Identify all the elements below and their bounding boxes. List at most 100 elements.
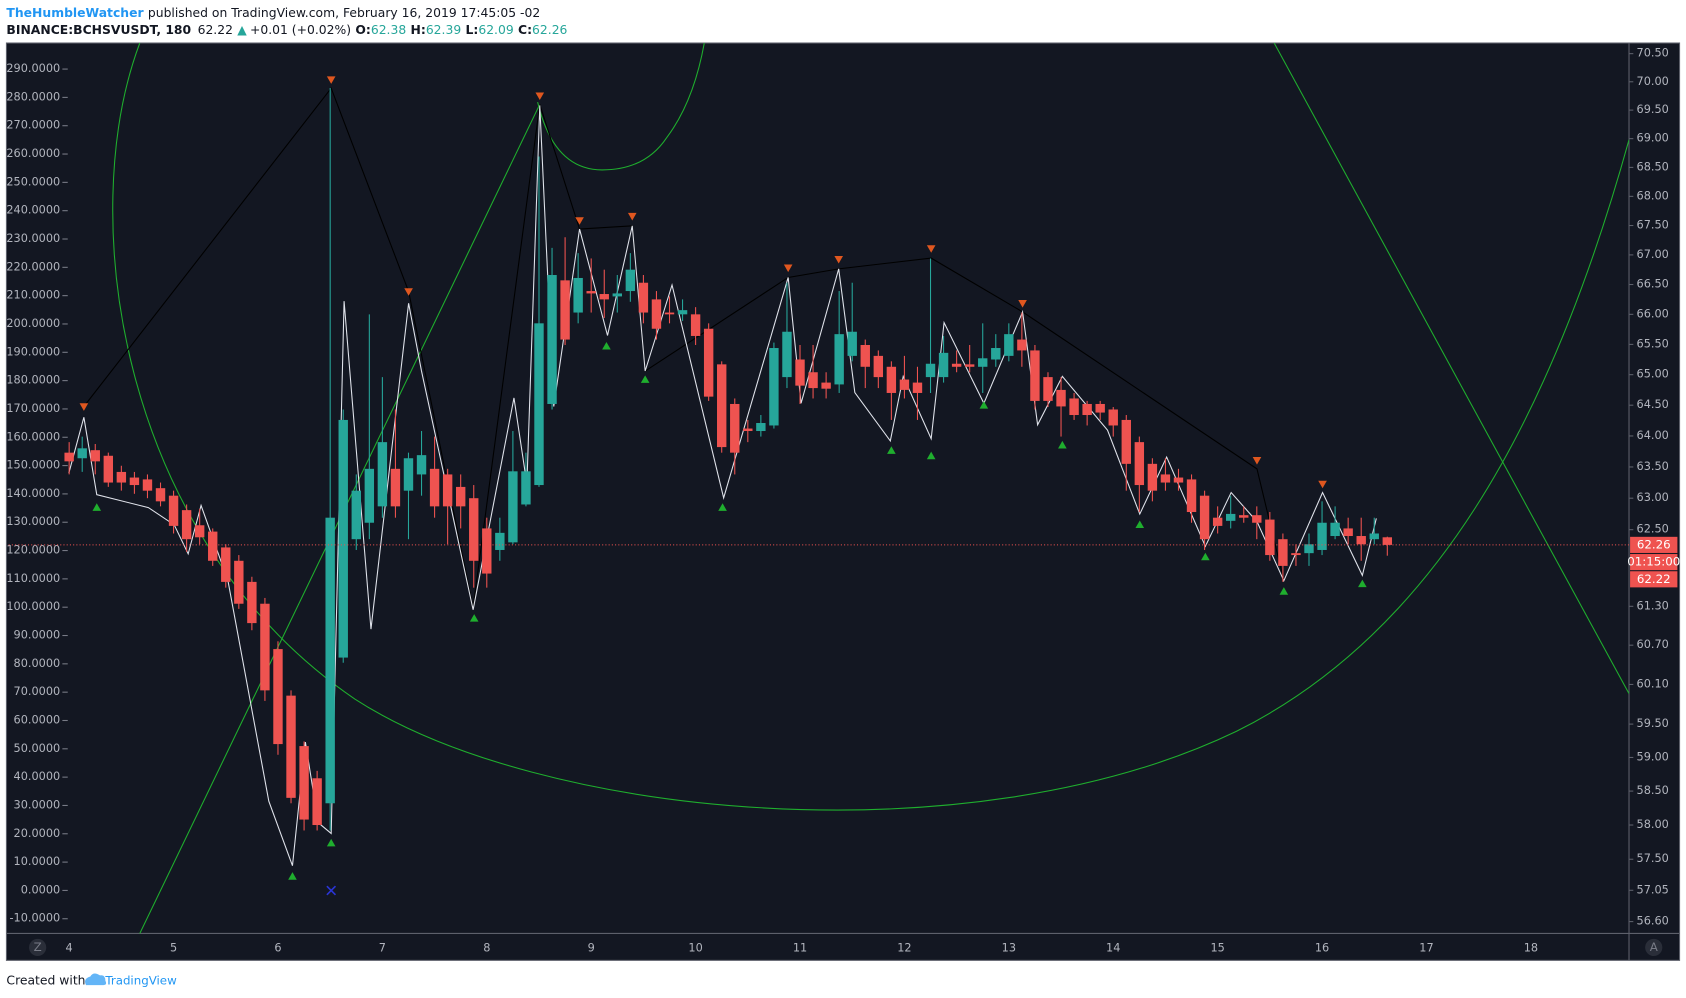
candle-body — [1343, 528, 1353, 537]
y2-tick-label: 100.0000 — [6, 600, 60, 613]
axes: 70.50 70.00 69.50 69.00 68.50 68.00 67.50 67.00… — [6, 47, 1680, 955]
candle-body — [442, 474, 453, 507]
x-tick-label: 5 — [170, 942, 177, 955]
candle-body — [364, 468, 375, 523]
x-tick-label: 10 — [688, 942, 702, 955]
price-tag: 62.22 — [1637, 572, 1671, 586]
y2-tick-label: 60.0000 — [14, 713, 61, 726]
countdown-tag-bg — [1630, 554, 1678, 571]
candle-body — [612, 293, 622, 297]
candle-body — [1317, 522, 1327, 550]
pivot-low — [602, 341, 611, 350]
pivot-low — [1358, 579, 1367, 588]
low-label: L: — [466, 23, 479, 37]
y2-tick-label: 290.0000 — [6, 62, 60, 75]
x-tick-label: 15 — [1210, 942, 1224, 955]
high-value: 62.39 — [426, 23, 461, 37]
drawings — [68, 43, 1630, 934]
x-tick-label: 17 — [1419, 942, 1433, 955]
candle-body — [1030, 350, 1040, 401]
x-tick-label: 13 — [1002, 942, 1016, 955]
candle-body — [1004, 334, 1014, 356]
y2-tick-label: 200.0000 — [6, 317, 60, 330]
scale-button-left[interactable]: Z — [29, 938, 47, 957]
candle-body — [1134, 442, 1145, 486]
y2-tick-label: 130.0000 — [6, 515, 60, 528]
candle-body — [142, 479, 153, 491]
y2-tick-label: 160.0000 — [6, 430, 60, 443]
author[interactable]: TheHumbleWatcher — [6, 5, 144, 19]
pivot-low — [1058, 440, 1067, 449]
candle-body — [782, 331, 792, 378]
y2-tick-label: -10.0000 — [9, 912, 60, 925]
fib-arc-small — [537, 43, 705, 171]
footer-brand[interactable]: TradingView — [104, 973, 177, 987]
button-label[interactable]: Z — [34, 940, 42, 954]
y-tick-label: 59.00 — [1637, 750, 1669, 763]
pivot-low — [1135, 520, 1145, 529]
x-tick-label: 14 — [1106, 942, 1120, 955]
candle-body — [1173, 477, 1184, 483]
candle-body — [247, 581, 257, 624]
candle-body — [521, 471, 531, 505]
pivot-low — [1201, 552, 1210, 561]
candle-body — [482, 528, 492, 574]
x-tick-label: 8 — [483, 942, 490, 955]
pivot-high — [783, 264, 793, 273]
pivot-high — [627, 212, 637, 221]
pivot-high — [326, 76, 336, 84]
button-label[interactable]: A — [1650, 940, 1658, 954]
candle-body — [208, 531, 218, 561]
candle-body — [155, 488, 166, 502]
change: +0.01 (+0.02%) — [250, 23, 351, 37]
candle-body — [1160, 474, 1171, 483]
candle-body — [860, 344, 870, 367]
candle-body — [1095, 403, 1105, 413]
zigzag — [68, 105, 1377, 866]
candle-body — [1017, 339, 1027, 351]
high-label: H: — [411, 23, 426, 37]
symbol: BINANCE:BCHSVUSDT, 180 — [6, 23, 191, 37]
y2-tick-label: 110.0000 — [6, 572, 60, 585]
y-tick-label: 58.50 — [1637, 784, 1669, 797]
y2-tick-label: 120.0000 — [6, 544, 60, 557]
scale-button-right[interactable]: A — [1645, 938, 1663, 957]
candle-body — [508, 471, 518, 543]
candle-body — [886, 366, 897, 393]
candle-body — [991, 348, 1001, 360]
y2-tick-label: 260.0000 — [6, 147, 60, 160]
symbol-line: BINANCE:BCHSVUSDT, 180 62.22 ▲ +0.01 (+0.02… — [6, 23, 567, 37]
y-tick-label: 66.00 — [1637, 307, 1669, 320]
candle-body — [325, 517, 335, 804]
y-tick-label: 59.50 — [1637, 717, 1669, 730]
y-tick-label: 56.60 — [1637, 915, 1669, 928]
candle-body — [573, 277, 583, 313]
button-bg[interactable] — [29, 938, 47, 957]
header-line: TheHumbleWatcher published on TradingView… — [6, 5, 540, 19]
candle-body — [1252, 515, 1262, 523]
candle-body — [455, 486, 466, 507]
pivot-high — [79, 403, 89, 411]
candle-body — [1356, 536, 1366, 545]
candle-body — [116, 471, 127, 483]
y2-tick-label: 20.0000 — [14, 827, 61, 840]
y2-tick-label: 0.0000 — [21, 883, 60, 896]
candle-body — [1382, 537, 1393, 545]
x-tick-label: 4 — [66, 942, 73, 955]
candle-body — [129, 477, 140, 486]
y2-tick-label: 180.0000 — [6, 374, 60, 387]
candle-body — [338, 419, 348, 658]
candle-body — [925, 363, 936, 378]
candle-body — [651, 299, 662, 329]
y2-tick-label: 70.0000 — [14, 685, 61, 698]
x-tick-label: 12 — [897, 942, 911, 955]
y-tick-label: 67.00 — [1637, 248, 1669, 261]
candle-body — [469, 498, 479, 561]
button-bg[interactable] — [1645, 938, 1663, 957]
y-tick-label: 63.50 — [1637, 460, 1669, 473]
candle-body — [1212, 517, 1223, 526]
pivot-low — [469, 614, 479, 622]
candle-body — [899, 379, 910, 390]
